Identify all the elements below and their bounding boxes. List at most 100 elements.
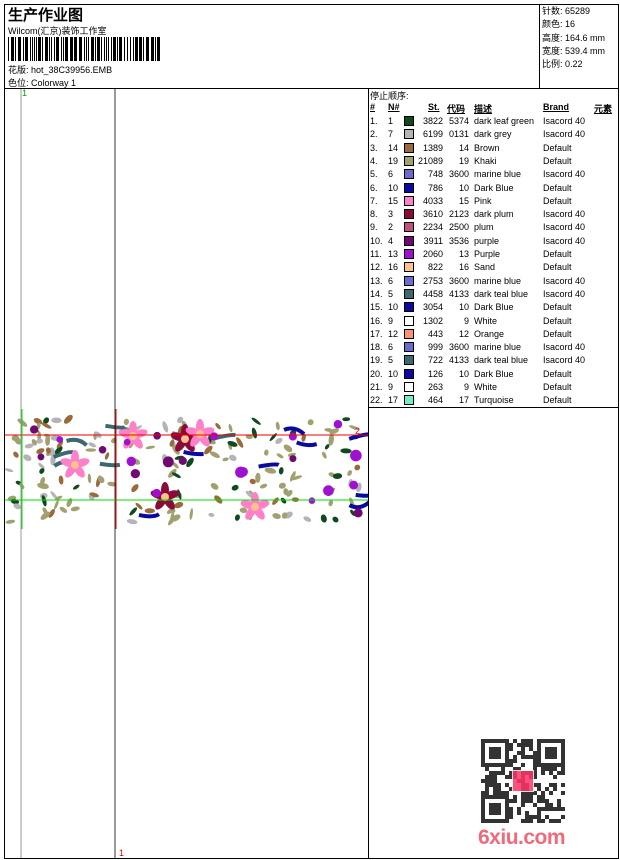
- qr-module: [561, 771, 565, 775]
- leaf: [239, 507, 248, 514]
- flower-center: [181, 435, 189, 443]
- leaf: [204, 445, 213, 455]
- col-needle: N#: [388, 102, 400, 112]
- needle: 6: [388, 275, 394, 286]
- qr-module: [497, 803, 501, 807]
- qr-module: [485, 767, 489, 771]
- col-seq: #: [370, 102, 376, 112]
- qr-module: [505, 783, 509, 787]
- leaf: [321, 451, 327, 459]
- qr-module: [497, 783, 501, 787]
- qr-module: [501, 819, 505, 823]
- barcode-bar: [30, 37, 31, 61]
- qr-module: [509, 775, 513, 779]
- col-stitches: St.: [428, 102, 440, 112]
- qr-module: [481, 763, 485, 767]
- leaf: [41, 422, 52, 429]
- qr-module: [481, 779, 485, 783]
- qr-module: [505, 747, 509, 751]
- qr-module: [545, 763, 549, 767]
- bird-shape: [99, 461, 121, 468]
- barcode-bar: [155, 37, 156, 61]
- stop-sequence-title: 停止顺序:: [370, 91, 409, 101]
- seq: 1.: [370, 116, 378, 126]
- stat-value: 0.22: [565, 59, 583, 70]
- table-row: 12. 16 822 16 Sand Default: [369, 261, 619, 274]
- bud: [288, 432, 297, 441]
- code: 9: [463, 315, 469, 326]
- stitches: 2060: [422, 249, 443, 259]
- embroidery-design: [5, 414, 368, 526]
- brand: Isacord 40: [543, 355, 586, 366]
- page-frame: [4, 4, 619, 859]
- qr-module: [525, 795, 529, 799]
- qr-module: [485, 787, 489, 791]
- barcode-bar: [34, 37, 35, 61]
- needle: 13: [388, 249, 399, 259]
- qr-module: [525, 815, 529, 819]
- qr-module: [561, 763, 565, 767]
- qr-module: [537, 759, 541, 763]
- qr-module: [501, 795, 505, 799]
- leaf: [275, 421, 280, 431]
- stat-row: 比例: 0.22: [542, 58, 617, 71]
- qr-module: [481, 751, 485, 755]
- brand: Isacord 40: [543, 275, 586, 286]
- qr-module: [533, 751, 537, 755]
- qr-module: [549, 739, 553, 743]
- stitches: 464: [427, 395, 443, 406]
- bud: [238, 466, 248, 477]
- brand: Isacord 40: [543, 288, 586, 299]
- qr-module: [537, 795, 541, 799]
- qr-module: [489, 755, 493, 759]
- leaf: [174, 501, 184, 509]
- qr-module: [525, 743, 529, 747]
- table-bottom-rule: [368, 407, 619, 408]
- qr-module: [545, 787, 549, 791]
- description: White: [474, 315, 498, 326]
- barcode-bar: [97, 37, 100, 61]
- qr-module: [525, 819, 529, 823]
- qr-module: [481, 799, 485, 803]
- qr-module: [533, 791, 537, 795]
- qr-module: [505, 795, 509, 799]
- qr-module: [513, 799, 517, 803]
- qr-module: [561, 767, 565, 771]
- brand: Default: [543, 328, 572, 339]
- code: 13: [458, 249, 469, 259]
- qr-module: [561, 759, 565, 763]
- leaf: [39, 468, 45, 474]
- leaf: [56, 440, 64, 449]
- qr-module: [529, 795, 533, 799]
- leaf: [208, 512, 215, 517]
- leaf: [264, 467, 277, 474]
- qr-module: [489, 763, 493, 767]
- needle: 2: [388, 222, 394, 233]
- leaf: [272, 497, 279, 505]
- stat-label: 宽度:: [542, 45, 563, 56]
- qr-module: [493, 795, 497, 799]
- barcode-bar: [139, 37, 142, 61]
- leaf: [245, 434, 253, 440]
- table-row: 21. 9 263 9 White Default: [369, 381, 619, 394]
- qr-module: [521, 747, 525, 751]
- stitches: 999: [427, 342, 443, 353]
- stitches: 2753: [422, 275, 443, 286]
- qr-module: [513, 795, 517, 799]
- qr-module: [509, 807, 513, 811]
- stat-label: 高度:: [542, 32, 563, 43]
- bottom-marker: 1: [119, 848, 125, 858]
- leaf: [13, 503, 21, 510]
- bud: [56, 436, 64, 443]
- leaf: [209, 451, 220, 459]
- seq: 15.: [370, 302, 383, 313]
- qr-module: [497, 795, 501, 799]
- bud: [37, 453, 45, 461]
- qr-module: [537, 807, 541, 811]
- qr-module: [549, 803, 553, 807]
- bud: [308, 497, 316, 504]
- description: Brown: [474, 142, 500, 153]
- needle: 4: [388, 235, 394, 246]
- seq: 11.: [370, 249, 382, 259]
- qr-module: [485, 791, 489, 795]
